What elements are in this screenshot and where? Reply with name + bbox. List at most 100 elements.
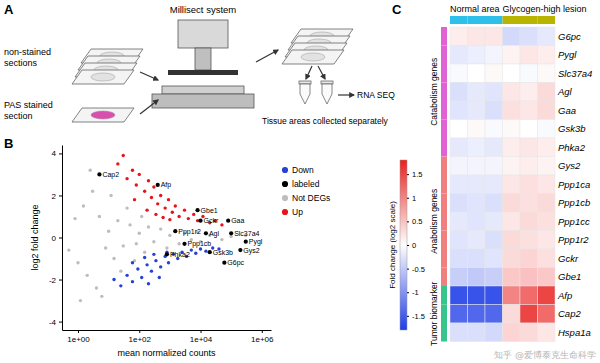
row-group-bar (441, 249, 447, 268)
legend-item: labeled (282, 179, 320, 189)
point (204, 249, 207, 252)
point (173, 229, 177, 233)
collect-label: Tissue areas collected separately (262, 116, 389, 126)
heatmap-cell (450, 27, 468, 46)
colorbar-tick-mark (407, 198, 409, 199)
heatmap-cell (450, 175, 468, 194)
heatmap-cell (450, 194, 468, 213)
output-label: RNA SEQ (357, 90, 395, 100)
arrow (318, 66, 325, 79)
column-group-bar (503, 16, 521, 24)
y-axis-title: log2 fold change (30, 204, 40, 270)
legend: DownlabeledNot DEGsUp (282, 165, 330, 217)
point (112, 278, 115, 281)
machine-base (152, 94, 254, 108)
row-group-bar (441, 323, 447, 342)
heatmap-cell (503, 175, 521, 194)
series (116, 154, 223, 227)
point-label: Gckr (204, 217, 219, 224)
arrow (256, 50, 278, 62)
point (220, 223, 223, 226)
tissue-section (91, 111, 115, 119)
row-group-bar (441, 231, 447, 250)
point (208, 250, 212, 254)
machine-label: Millisect system (170, 4, 237, 15)
y-tick-label: -2 (49, 276, 57, 285)
plot-area (67, 154, 248, 302)
arrow (306, 66, 312, 79)
colorbar-tick-label: -0.5 (412, 265, 425, 274)
point (116, 219, 119, 222)
heatmap-cell (485, 138, 503, 157)
colorbar-title: Fold change (log2 scale) (388, 201, 397, 289)
point (125, 206, 128, 209)
point (156, 202, 159, 205)
row-group-bar (441, 286, 447, 305)
point (183, 208, 186, 211)
point (168, 234, 171, 237)
x-axis: 1e+001e+021e+041e+06 (63, 330, 275, 344)
colorbar-tick-mark (407, 292, 409, 293)
legend-symbol (282, 181, 288, 187)
row-label: Hspa1a (558, 327, 591, 338)
x-tick-label: 1e+02 (129, 335, 152, 344)
x-axis-title: mean normalized counts (117, 348, 216, 358)
heatmap-cell (520, 231, 538, 250)
point (131, 280, 134, 283)
point (220, 238, 223, 241)
series (112, 246, 220, 287)
tissue-section (301, 53, 325, 61)
unstained-label: sections (4, 58, 38, 68)
point-label: Phka2 (170, 251, 190, 258)
heatmap-cell (503, 305, 521, 324)
panel-a: Anon-stainedsectionsPAS stainedsectionMi… (4, 2, 395, 126)
point (152, 253, 155, 256)
colorbar-tick: -1 (407, 288, 419, 297)
point (190, 248, 193, 251)
machine-head (178, 20, 228, 48)
row-label: Afp (557, 290, 572, 301)
heatmap-cell (468, 138, 486, 157)
heatmap-cell (503, 286, 521, 305)
point (119, 269, 122, 272)
legend-item: Not DEGs (282, 193, 330, 203)
row-label: Phka2 (558, 142, 586, 153)
row-group-label: Anabolism genes (429, 189, 439, 254)
row-group-bar (441, 120, 447, 139)
heatmap-cell (538, 138, 556, 157)
y-tick-mark (59, 195, 62, 196)
heatmap-cell (503, 27, 521, 46)
heatmap-cell (503, 231, 521, 250)
heatmap-cell (538, 101, 556, 120)
point (131, 261, 134, 264)
heatmap-cell (450, 231, 468, 250)
point (238, 248, 242, 252)
heatmap-cell (485, 323, 503, 342)
y-tick: -4 (49, 318, 62, 327)
tube-body (300, 84, 310, 104)
point (104, 246, 107, 249)
point (171, 211, 174, 214)
heatmap-cell (538, 305, 556, 324)
point-label: Slc37a4 (234, 230, 259, 237)
row-label: Agl (557, 86, 573, 97)
point (143, 251, 146, 254)
tube-cap (299, 81, 311, 84)
point (167, 198, 170, 201)
watermark: 知乎 @爱博泰克生命科学 (494, 350, 596, 360)
point-label: Gbe1 (201, 207, 218, 214)
series (97, 172, 248, 265)
colorbar-axis: -1.5-1-0.500.511.5 (407, 161, 425, 331)
x-tick: 1e+04 (190, 330, 213, 344)
y-tick: -2 (49, 276, 62, 285)
point (198, 219, 202, 223)
row-label: Gbe1 (558, 271, 581, 282)
heatmap-cell (538, 27, 556, 46)
point (168, 218, 171, 221)
heatmap-cell (468, 212, 486, 231)
row-label: Cap2 (558, 308, 581, 319)
heatmap-cell (503, 46, 521, 65)
heatmap-cell (538, 323, 556, 342)
row-label: Slc37a4 (558, 68, 592, 79)
x-tick-mark (78, 330, 79, 333)
